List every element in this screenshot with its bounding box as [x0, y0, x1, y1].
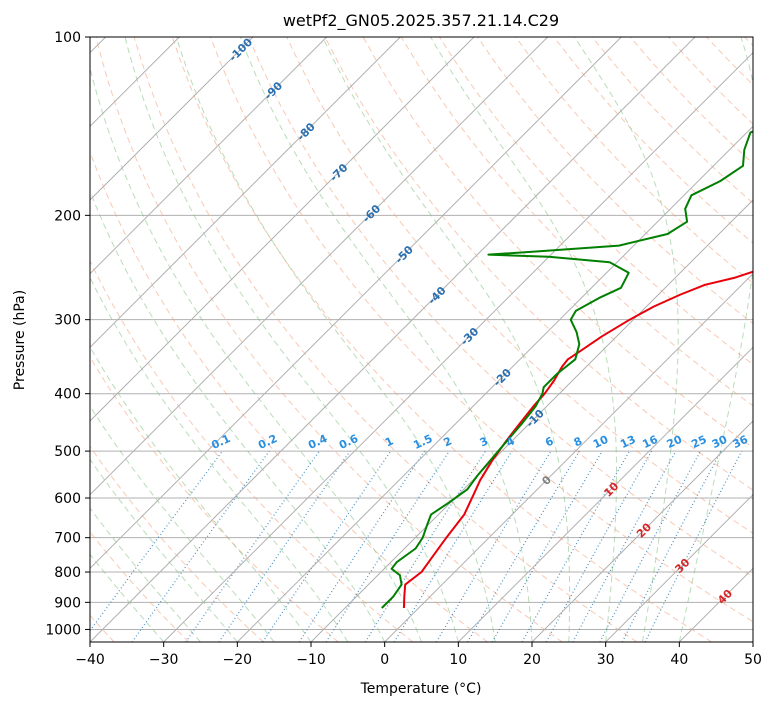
series-line	[381, 130, 753, 609]
moist-adiabat	[90, 458, 238, 642]
x-tick-label: 10	[449, 652, 467, 668]
isotherm-line	[90, 37, 475, 422]
x-tick-label: 30	[597, 652, 615, 668]
y-tick-label: 100	[54, 30, 81, 46]
x-axis: −40 −30 −20 −10 0 10 20 30 40 50	[75, 642, 762, 668]
isotherm-line	[752, 641, 753, 642]
y-axis: 100 200 300 400 500 600 700 800 900 1000	[45, 30, 90, 638]
mixing-ratio-line	[298, 450, 425, 642]
isotherm-line	[90, 37, 328, 275]
isotherm-line	[236, 125, 753, 642]
dry-adiabat	[95, 37, 563, 642]
mixing-ratio-line	[131, 450, 270, 642]
x-tick-label: −40	[75, 652, 105, 668]
isotherm-line	[90, 37, 401, 349]
isotherm-line	[163, 51, 753, 642]
y-tick-label: 600	[54, 491, 81, 507]
moist-adiabat	[574, 37, 679, 642]
mixing-ratio-label: 16	[640, 433, 660, 451]
y-tick-label: 700	[54, 531, 81, 547]
x-tick-label: 50	[744, 652, 762, 668]
mixing-ratio-line	[218, 450, 351, 642]
mixing-ratio-label: 20	[665, 433, 685, 451]
moist-adiabat	[322, 37, 571, 642]
mixing-ratio-line	[599, 450, 702, 642]
dry-adiabats	[90, 37, 753, 642]
moist-adiabat	[90, 276, 349, 642]
mixing-ratio-line	[325, 450, 450, 642]
mixing-ratio-line	[262, 450, 392, 642]
mixing-ratio-line	[545, 450, 653, 642]
mixing-ratio-line	[185, 450, 320, 642]
y-axis-title: Pressure (hPa)	[12, 290, 28, 390]
mixing-ratio-label: 36	[731, 433, 751, 451]
mixing-ratio-line	[364, 450, 486, 642]
mixing-ratio-line	[572, 450, 677, 642]
dry-adiabat	[515, 37, 753, 284]
dry-adiabat	[286, 37, 753, 534]
plot-frame	[89, 36, 754, 643]
mixing-ratio-line	[621, 450, 722, 642]
mixing-ratio-label: 25	[689, 433, 708, 451]
mixing-ratio-line	[644, 450, 743, 642]
dry-adiabat	[171, 37, 712, 642]
mixing-ratio-labels: 0.1 0.2 0.4 0.6 1 1.5 2 3 4 6 8 10 13 16 20 25 30 36	[209, 432, 750, 452]
profile-series	[381, 130, 753, 609]
isotherm-line	[605, 493, 753, 642]
y-tick-label: 300	[54, 313, 81, 329]
dry-adiabat	[90, 445, 264, 642]
moist-adiabats	[90, 37, 753, 642]
mixing-ratio-label: 10	[591, 433, 611, 451]
moist-adiabat	[90, 189, 386, 642]
moist-adiabat	[430, 37, 617, 642]
isotherm-line	[457, 346, 753, 642]
mixing-ratio-line	[393, 450, 513, 642]
mixing-ratio-label: 30	[710, 433, 730, 451]
y-tick-label: 1000	[45, 622, 81, 638]
dry-adiabat	[248, 37, 753, 578]
x-tick-label: −10	[296, 652, 326, 668]
moist-adiabat	[239, 37, 533, 642]
mixing-ratio-lines	[90, 450, 743, 642]
dry-adiabat	[90, 356, 339, 642]
moist-adiabat	[124, 37, 459, 642]
isotherm-line	[90, 37, 622, 570]
moist-adiabat	[175, 37, 496, 642]
x-tick-label: −20	[223, 652, 253, 668]
x-tick-label: 40	[670, 652, 688, 668]
x-tick-label: −30	[149, 652, 179, 668]
series-line	[402, 270, 753, 609]
isotherm-line	[384, 272, 753, 642]
moist-adiabat	[678, 37, 753, 642]
isotherm-grid	[90, 37, 753, 642]
moist-adiabat	[90, 345, 312, 642]
dry-adiabat	[324, 37, 753, 491]
moist-adiabat	[90, 405, 275, 642]
y-tick-label: 900	[54, 595, 81, 611]
plot-background	[90, 37, 753, 642]
isotherm-line	[90, 37, 254, 201]
y-tick-label: 200	[54, 208, 81, 224]
isotherm-line	[531, 420, 753, 642]
dry-adiabat	[90, 259, 414, 642]
dry-adiabat	[210, 37, 753, 623]
chart-title: wetPf2_GN05.2025.357.21.14.C29	[283, 11, 559, 31]
isotherm-line	[90, 37, 549, 496]
x-tick-label: 0	[380, 652, 389, 668]
y-tick-label: 500	[54, 444, 81, 460]
y-tick-label: 800	[54, 565, 81, 581]
y-tick-label: 400	[54, 387, 81, 403]
mixing-ratio-line	[435, 450, 552, 642]
isotherm-line	[310, 199, 753, 642]
mixing-ratio-label: 13	[618, 433, 637, 451]
isotherm-line	[90, 37, 696, 642]
x-tick-label: 20	[523, 652, 541, 668]
dry-adiabat	[133, 37, 638, 642]
x-axis-title: Temperature (°C)	[360, 681, 482, 697]
